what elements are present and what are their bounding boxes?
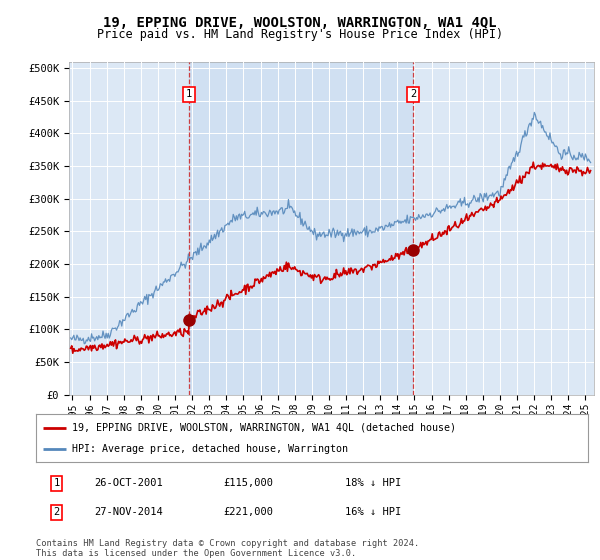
Text: 2: 2 [53, 507, 59, 517]
Text: £221,000: £221,000 [224, 507, 274, 517]
Text: 19, EPPING DRIVE, WOOLSTON, WARRINGTON, WA1 4QL (detached house): 19, EPPING DRIVE, WOOLSTON, WARRINGTON, … [72, 423, 456, 433]
Text: 26-OCT-2001: 26-OCT-2001 [94, 478, 163, 488]
Text: 16% ↓ HPI: 16% ↓ HPI [345, 507, 401, 517]
Text: 1: 1 [53, 478, 59, 488]
Text: Price paid vs. HM Land Registry's House Price Index (HPI): Price paid vs. HM Land Registry's House … [97, 28, 503, 41]
Text: Contains HM Land Registry data © Crown copyright and database right 2024.
This d: Contains HM Land Registry data © Crown c… [36, 539, 419, 558]
Text: 1: 1 [186, 89, 192, 99]
Bar [189, 62, 413, 395]
Text: 18% ↓ HPI: 18% ↓ HPI [345, 478, 401, 488]
Text: £115,000: £115,000 [224, 478, 274, 488]
Text: 27-NOV-2014: 27-NOV-2014 [94, 507, 163, 517]
Text: 2: 2 [410, 89, 416, 99]
Text: 19, EPPING DRIVE, WOOLSTON, WARRINGTON, WA1 4QL: 19, EPPING DRIVE, WOOLSTON, WARRINGTON, … [103, 16, 497, 30]
Text: HPI: Average price, detached house, Warrington: HPI: Average price, detached house, Warr… [72, 444, 348, 454]
